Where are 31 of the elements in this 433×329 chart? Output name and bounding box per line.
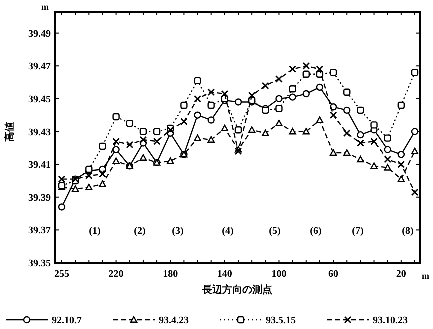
x-tick-label: 60 (328, 269, 339, 280)
y-tick-label: 39.39 (28, 192, 51, 204)
text: m (42, 2, 50, 12)
x-tick-label: 100 (272, 269, 287, 280)
annotation: (2) (134, 226, 146, 238)
x-tick-label: 180 (163, 269, 178, 280)
y-tick-label: 39.41 (28, 160, 51, 172)
y-tick-label: 39.47 (28, 62, 51, 73)
y-tick-label: 39.37 (28, 226, 51, 237)
legend-label: 93.4.23 (159, 316, 189, 326)
legend-label: 93.5.15 (266, 316, 296, 326)
y-axis-title: 高値 (4, 122, 16, 142)
annotation: (1) (89, 226, 101, 238)
annotation: (3) (172, 226, 184, 238)
y-tick-label: 39.43 (28, 127, 51, 138)
x-tick-label: 255 (54, 269, 70, 280)
legend-label: 92.10.7 (52, 316, 82, 326)
y-tick-label: 39.49 (28, 28, 51, 40)
annotation: (6) (310, 226, 322, 238)
annotation: (7) (352, 226, 364, 238)
x-tick-label: 20 (396, 269, 406, 280)
y-tick-label: 39.35 (28, 258, 51, 270)
x-axis-title: 長辺方向の測点 (202, 284, 272, 296)
x-tick-label: 220 (108, 269, 124, 280)
x-tick-label: 140 (217, 269, 232, 280)
legend-label: 93.10.23 (373, 316, 408, 326)
annotation: (5) (269, 226, 281, 238)
annotation: (4) (222, 226, 234, 238)
y-tick-label: 39.45 (28, 94, 51, 106)
annotation: (8) (402, 226, 414, 238)
text: m (422, 271, 430, 281)
